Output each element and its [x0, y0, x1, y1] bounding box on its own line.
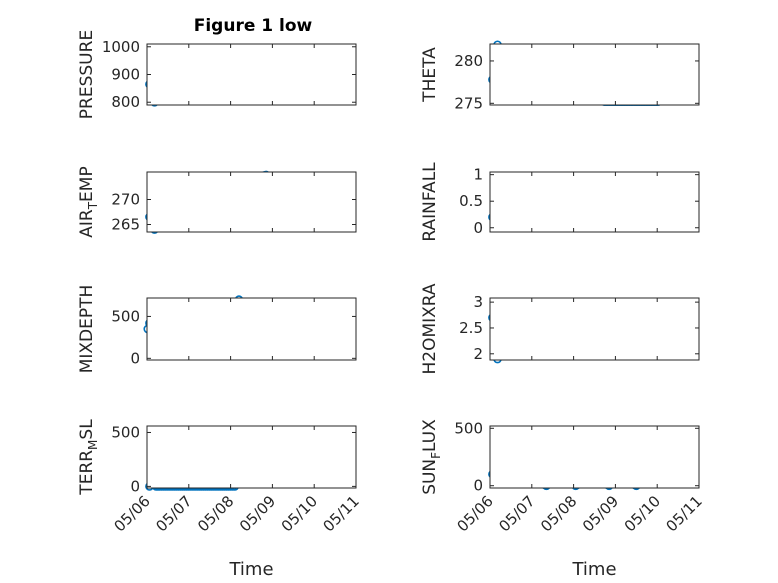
axes-frame — [489, 171, 700, 233]
y-tick-label: 0 — [130, 477, 140, 495]
x-tick-label: 05/09 — [236, 492, 279, 535]
y-tick-label: 500 — [111, 423, 140, 441]
y-tick-label: 265 — [111, 216, 140, 234]
y-axis-label: SUNFLUX — [420, 419, 443, 495]
x-tick-label: 05/07 — [152, 492, 195, 535]
subplot-1: 800 900 1000 PRESSURE — [77, 30, 357, 119]
x-tick-label: 05/08 — [194, 492, 237, 535]
y-tick-label: 2 — [473, 345, 483, 363]
y-axis-label: AIRTEMP — [77, 166, 100, 237]
y-tick-label: 0 — [473, 477, 483, 495]
y-tick-label: 900 — [111, 66, 140, 84]
axes-frame — [489, 43, 700, 106]
y-tick-label: 275 — [454, 94, 483, 112]
y-axis-label: H2OMIXRA — [420, 283, 440, 374]
subplot-4: 0 0.5 1 RAINFALL — [420, 162, 700, 242]
y-tick-label: 270 — [111, 191, 140, 209]
y-tick-label: 1000 — [102, 38, 140, 56]
y-tick-label: 3 — [473, 293, 483, 311]
y-axis-label: THETA — [420, 47, 440, 103]
axes-frame — [146, 171, 357, 233]
y-axis-label: MIXDEPTH — [77, 285, 97, 374]
y-tick-label: 1 — [473, 166, 483, 184]
y-tick-label: 800 — [111, 93, 140, 111]
axes-frame — [489, 425, 700, 489]
x-tick-label: 05/11 — [663, 492, 706, 535]
y-tick-label: 500 — [111, 307, 140, 325]
y-axis-label: TERRMSL — [77, 419, 100, 496]
x-tick-label: 05/06 — [111, 492, 154, 535]
y-axis-label: RAINFALL — [420, 162, 440, 242]
y-tick-label: 280 — [454, 52, 483, 70]
axes-frame — [146, 43, 357, 106]
axes-frame — [489, 297, 700, 361]
y-tick-label: 500 — [454, 419, 483, 437]
axes-frame — [146, 425, 357, 489]
subplot-3: 265 270 AIRTEMP — [77, 166, 357, 238]
x-tick-label: 05/11 — [320, 492, 363, 535]
figure-title: Figure 1 low — [194, 16, 313, 36]
y-tick-label: 0 — [473, 219, 483, 237]
y-axis-label: PRESSURE — [77, 30, 97, 119]
x-tick-label: 05/07 — [495, 492, 538, 535]
y-tick-label: 0 — [130, 349, 140, 367]
subplot-6: 2 2.5 3 H2OMIXRA — [420, 283, 700, 375]
x-tick-label: 05/09 — [579, 492, 622, 535]
subplot-2: 275 280 THETA — [420, 40, 700, 112]
y-tick-label: 0.5 — [459, 192, 483, 210]
axes-frame — [146, 297, 357, 361]
subplot-5: 0 500 MIXDEPTH — [77, 285, 357, 374]
x-tick-label: 05/08 — [537, 492, 580, 535]
x-tick-label: 05/06 — [454, 492, 497, 535]
y-tick-label: 2.5 — [459, 319, 483, 337]
x-tick-label: 05/10 — [278, 492, 321, 535]
x-axis-label: Time — [571, 559, 616, 580]
x-tick-label: 05/10 — [621, 492, 664, 535]
x-axis-label: Time — [228, 559, 273, 580]
